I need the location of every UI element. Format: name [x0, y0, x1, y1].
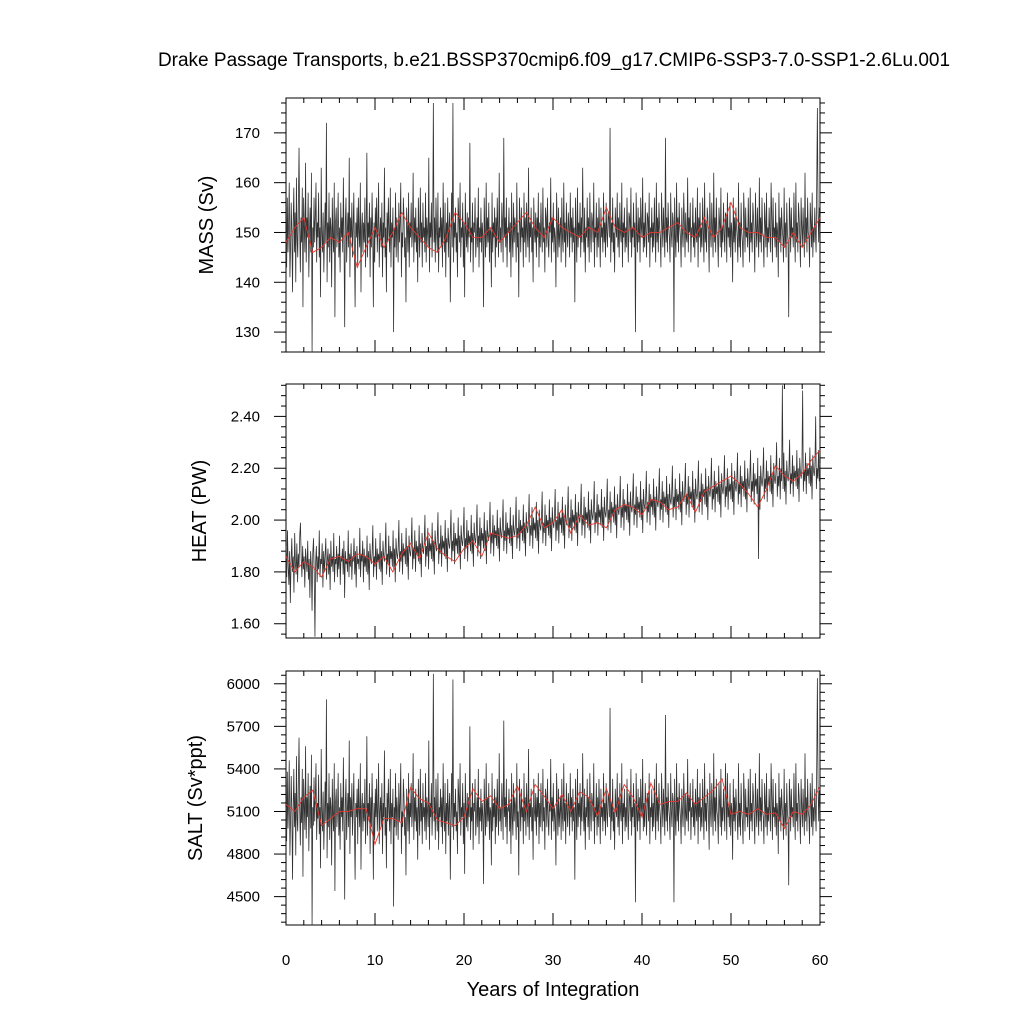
- heat-annual-mean-line: [285, 449, 821, 578]
- mass-monthly-line: [285, 102, 821, 353]
- salt-panel-ticks: [274, 671, 832, 925]
- mass-annual-mean-line: [285, 201, 821, 269]
- x-tick-labels: 0 10 20 30 40 50 60: [282, 952, 829, 969]
- salt-y-axis-label: SALT (Sv*ppt): [185, 735, 207, 861]
- mass-y-axis-label: MASS (Sv): [196, 176, 218, 275]
- salt-monthly-line: [285, 673, 821, 926]
- salt-y-tick-label: 4800: [227, 846, 260, 863]
- heat-y-tick-label: 2.20: [231, 460, 260, 477]
- mass-y-tick-label: 150: [235, 224, 260, 241]
- mass-y-tick-label: 160: [235, 175, 260, 192]
- figure-title: Drake Passage Transports, b.e21.BSSP370c…: [158, 50, 950, 71]
- heat-panel-frame: [285, 383, 821, 639]
- x-tick-label: 20: [456, 952, 473, 969]
- heat-y-axis-label: HEAT (PW): [189, 460, 211, 563]
- salt-panel: 4500 4800 5100 5400 5700 6000 SALT (Sv*ppt): [185, 670, 832, 926]
- mass-y-tick-label: 170: [235, 125, 260, 142]
- heat-y-tick-labels: 1.60 1.80 2.00 2.20 2.40: [231, 408, 260, 632]
- x-axis-label: Years of Integration: [467, 979, 640, 1001]
- mass-y-tick-label: 140: [235, 274, 260, 291]
- salt-y-tick-label: 4500: [227, 889, 260, 906]
- salt-annual-mean-line: [285, 777, 821, 846]
- x-tick-label: 60: [812, 952, 829, 969]
- x-tick-label: 30: [545, 952, 562, 969]
- heat-monthly-line: [285, 385, 821, 637]
- salt-y-tick-label: 5400: [227, 761, 260, 778]
- heat-y-tick-label: 1.80: [231, 564, 260, 581]
- mass-y-tick-label: 130: [235, 324, 260, 341]
- mass-y-tick-labels: 130 140 150 160 170: [235, 125, 260, 341]
- salt-y-tick-label: 5100: [227, 803, 260, 820]
- x-tick-label: 50: [723, 952, 740, 969]
- mass-panel: 130 140 150 160 170 MASS (Sv): [196, 97, 832, 353]
- salt-y-tick-label: 5700: [227, 718, 260, 735]
- heat-panel-ticks: [274, 384, 832, 638]
- x-tick-label: 40: [634, 952, 651, 969]
- x-tick-label: 10: [367, 952, 384, 969]
- heat-y-tick-label: 2.40: [231, 408, 260, 425]
- heat-y-tick-label: 2.00: [231, 512, 260, 529]
- x-tick-label: 0: [282, 952, 290, 969]
- salt-y-tick-label: 6000: [227, 676, 260, 693]
- heat-panel: 1.60 1.80 2.00 2.20 2.40 HEAT (PW): [189, 383, 832, 639]
- mass-panel-ticks: [274, 98, 832, 353]
- heat-y-tick-label: 1.60: [231, 616, 260, 633]
- salt-y-tick-labels: 4500 4800 5100 5400 5700 6000: [227, 676, 260, 906]
